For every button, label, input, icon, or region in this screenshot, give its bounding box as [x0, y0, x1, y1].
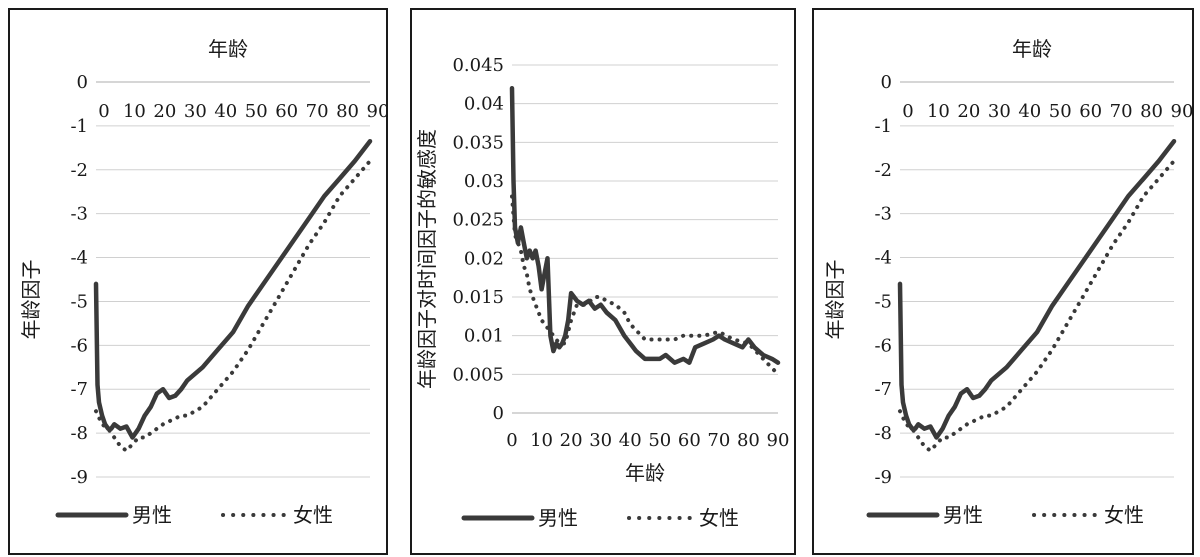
y-tick-label: 0.035: [452, 132, 504, 153]
x-tick-label: 40: [214, 101, 237, 122]
chart-panel-right: 0 -1 -2 -3 -4 -5 -6 -7 -8 -9 0 10 20 30 40 50 60 70 80 90 年龄…: [812, 8, 1194, 555]
y-tick-label: -3: [874, 204, 892, 225]
x-tick-label: 0: [98, 101, 109, 122]
chart-panel-left: 0 -1 -2 -3 -4 -5 -6 -7 -8 -9 0 10 20 30 40 50 60 70 80 90 年龄…: [8, 8, 389, 555]
legend-label-male: 男性: [538, 506, 578, 530]
y-tick-label: -9: [70, 467, 88, 488]
y-tick-label: -2: [874, 160, 892, 181]
chart-svg: 0 -1 -2 -3 -4 -5 -6 -7 -8 -9 0 10 20 30 40 50 60 70 80 90 年龄…: [19, 37, 389, 527]
y-tick-label: -6: [874, 335, 892, 356]
y-tick-label: -3: [70, 204, 88, 225]
chart-svg: 0 0.005 0.01 0.015 0.02 0.025 0.03 0.035 0.04 0.0…: [415, 55, 790, 530]
x-tick-label: 60: [1079, 101, 1102, 122]
chart-title: 年龄: [208, 37, 248, 61]
x-tick-label: 70: [306, 101, 329, 122]
y-tick-label: -9: [874, 467, 892, 488]
legend-label-male: 男性: [132, 503, 172, 527]
y-tick-label: 0.015: [452, 287, 504, 308]
x-tick-label: 20: [153, 101, 176, 122]
series-line-male: [509, 85, 781, 365]
y-tick-label: -4: [70, 248, 88, 269]
chart-panel-middle: 0 0.005 0.01 0.015 0.02 0.025 0.03 0.035 0.04 0.0…: [410, 8, 796, 555]
x-tick-label: 80: [1140, 101, 1163, 122]
x-tick-label: 60: [678, 430, 701, 451]
x-tick-label: 50: [648, 430, 671, 451]
x-tick-label: 90: [1171, 101, 1192, 122]
y-tick-label: 0.045: [452, 55, 504, 76]
x-tick-label: 10: [123, 101, 146, 122]
y-axis-title: 年龄因子: [19, 260, 43, 340]
y-axis-title: 年龄因子对时间因子的敏感度: [415, 129, 439, 389]
y-tick-label: -8: [70, 423, 88, 444]
x-tick-label: 80: [336, 101, 359, 122]
x-tick-label: 90: [767, 430, 790, 451]
x-tick-label: 20: [560, 430, 583, 451]
x-tick-label: 30: [988, 101, 1011, 122]
series-line-female: [510, 194, 780, 377]
y-tick-label: -1: [70, 116, 88, 137]
y-tick-label: -1: [874, 116, 892, 137]
y-tick-label: -7: [874, 379, 892, 400]
x-tick-label: 80: [737, 430, 760, 451]
x-tick-label: 0: [902, 101, 913, 122]
y-tick-label: -2: [70, 160, 88, 181]
y-tick-label: -5: [70, 291, 88, 312]
x-tick-label: 40: [1018, 101, 1041, 122]
y-tick-label: 0.005: [452, 364, 504, 385]
x-tick-label: 30: [589, 430, 612, 451]
y-tick-label: 0.01: [464, 326, 504, 347]
x-tick-label: 50: [245, 101, 268, 122]
x-tick-label: 40: [619, 430, 642, 451]
y-tick-label: -8: [874, 423, 892, 444]
x-tick-label: 60: [275, 101, 298, 122]
x-tick-label: 10: [927, 101, 950, 122]
x-axis-title: 年龄: [625, 461, 665, 485]
x-tick-label: 20: [957, 101, 980, 122]
x-tick-label: 70: [707, 430, 730, 451]
legend-label-female: 女性: [293, 503, 333, 527]
legend-label-female: 女性: [699, 506, 739, 530]
x-tick-label: 70: [1110, 101, 1133, 122]
y-tick-label: 0.025: [452, 210, 504, 231]
x-tick-label: 10: [530, 430, 553, 451]
legend-label-male: 男性: [943, 503, 983, 527]
x-tick-label: 90: [367, 101, 386, 122]
y-tick-label: 0: [77, 72, 88, 93]
x-tick-label: 0: [506, 430, 517, 451]
chart-svg: 0 -1 -2 -3 -4 -5 -6 -7 -8 -9 0 10 20 30 40 50 60 70 80 90 年龄…: [823, 37, 1193, 527]
y-tick-label: 0: [881, 72, 892, 93]
y-tick-label: 0.02: [464, 248, 504, 269]
series-line-female: [94, 159, 372, 453]
x-tick-label: 30: [184, 101, 207, 122]
y-axis-title: 年龄因子: [823, 260, 847, 340]
y-tick-label: 0.03: [464, 171, 504, 192]
y-tick-label: -7: [70, 379, 88, 400]
chart-title: 年龄: [1012, 37, 1052, 61]
y-tick-label: -5: [874, 291, 892, 312]
y-tick-label: 0: [493, 403, 504, 424]
y-tick-label: 0.04: [464, 94, 504, 115]
x-tick-label: 50: [1049, 101, 1072, 122]
series-line-male: [897, 138, 1177, 440]
series-line-female: [898, 159, 1176, 453]
series-line-male: [93, 138, 373, 440]
y-tick-label: -6: [70, 335, 88, 356]
legend-label-female: 女性: [1104, 503, 1144, 527]
y-tick-label: -4: [874, 248, 892, 269]
